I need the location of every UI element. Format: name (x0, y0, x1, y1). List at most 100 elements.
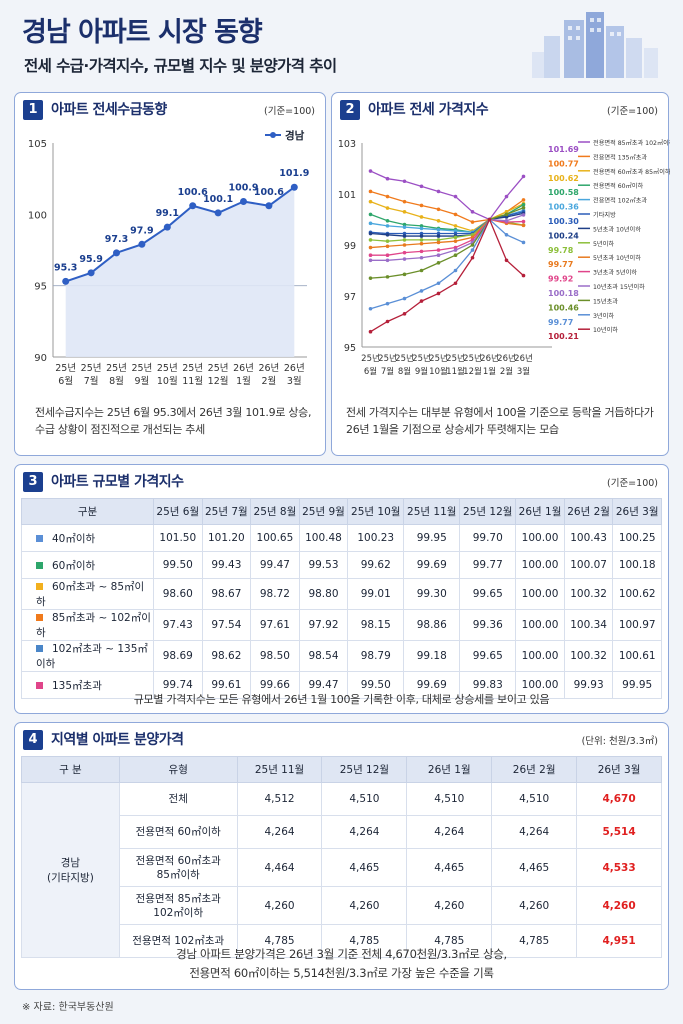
end-label: 99.77 (548, 318, 573, 327)
table-cell: 4,785 (321, 924, 408, 958)
x-tick-label: 25년 (361, 353, 380, 364)
x-tick-label: 7월 (84, 375, 99, 387)
card-base: (기준=100) (607, 106, 658, 117)
data-label: 99.1 (156, 208, 179, 219)
column-header: 25년 11월 (236, 756, 323, 783)
x-tick-label: 26년 (258, 363, 279, 374)
data-label: 97.9 (130, 225, 153, 236)
table-cell: 4,465 (491, 848, 578, 887)
data-point (368, 199, 373, 204)
data-point (419, 299, 424, 303)
data-point (419, 289, 424, 293)
table-cell: 98.60 (153, 578, 203, 610)
card-title: 아파트 전세 가격지수 (368, 102, 489, 118)
legend-swatch (36, 681, 43, 689)
data-label: 95.3 (54, 262, 77, 273)
table-cell: 4,260 (406, 886, 493, 925)
table-cell: 97.92 (298, 609, 349, 641)
row-label: 60㎡이하 (21, 551, 154, 579)
column-header: 25년 6월 (153, 498, 203, 525)
table-cell: 99.43 (201, 551, 252, 579)
data-point (436, 207, 441, 212)
table-row: 85㎡초과 ~ 102㎡이하 97.43 97.54 97.61 97.92 98.15 9… (21, 609, 662, 641)
data-point (419, 224, 424, 228)
table-cell: 97.43 (153, 609, 203, 641)
legend-label: 전용면적 60㎡초과 85㎡이하 (593, 168, 670, 176)
data-point (385, 224, 390, 228)
table-header-row: 구 분 유형 25년 11월 25년 12월 26년 1월 26년 2월 26년 3월 (21, 756, 662, 783)
data-point (419, 226, 424, 231)
legend-label: 경남 (285, 129, 305, 142)
x-tick-label: 1월 (236, 375, 251, 387)
table-cell: 99.47 (298, 671, 349, 699)
end-label: 100.62 (548, 174, 579, 183)
data-point (402, 231, 407, 236)
data-point (385, 275, 390, 279)
data-point (453, 239, 458, 243)
data-point (368, 306, 373, 311)
table-cell: 4,951 (576, 924, 662, 958)
table-cell: 4,264 (236, 815, 323, 849)
data-label: 100.6 (254, 187, 284, 198)
series-line (370, 201, 524, 232)
card-base: (단위: 천원/3.3㎡) (581, 736, 658, 747)
legend-label: 전용면적 85㎡초과 102㎡이하 (593, 139, 670, 147)
legend-swatch (36, 645, 43, 652)
x-tick-label: 12월 (208, 375, 229, 387)
data-point (453, 229, 458, 233)
data-point (290, 183, 298, 191)
x-tick-label: 6월 (58, 375, 73, 387)
data-point (385, 239, 390, 243)
table-row: 전용면적 60㎡초과 85㎡이하 4,464 4,465 4,465 4,465 4,533 (22, 848, 662, 887)
x-tick-label: 9월 (415, 366, 428, 377)
card-size-index: 3 아파트 규모별 가격지수 (기준=100) 구분 25년 6월 25년 7월 25… (14, 464, 669, 714)
table-cell: 100.65 (250, 524, 300, 552)
end-label: 100.77 (548, 159, 579, 168)
table-cell: 100.23 (347, 524, 405, 552)
legend-label: 10년이하 (593, 326, 618, 334)
data-point (385, 218, 390, 223)
data-point (436, 253, 441, 257)
data-point (214, 209, 222, 217)
data-point (470, 248, 475, 252)
data-point (470, 255, 475, 260)
data-point (385, 176, 390, 181)
row-label: 135㎡초과 (21, 671, 154, 699)
data-point (436, 248, 441, 252)
data-point (453, 235, 458, 240)
data-point (87, 269, 95, 277)
x-tick-label: 12월 (463, 366, 482, 377)
legend-swatch (36, 561, 43, 569)
legend-label: 10년초과 15년이하 (593, 283, 645, 291)
x-tick-label: 26년 (480, 353, 499, 364)
x-tick-label: 25년 (182, 363, 203, 374)
column-header: 구 분 (21, 756, 120, 783)
table-cell: 98.62 (201, 640, 252, 672)
data-point (419, 215, 424, 219)
legend-swatch (36, 583, 43, 590)
type-cell: 전용면적 102㎡초과 (118, 924, 238, 958)
table-cell: 4,510 (321, 782, 408, 816)
card-number: 4 (23, 730, 43, 750)
series-line (370, 218, 524, 256)
x-tick-label: 10월 (157, 375, 178, 387)
rent-supply-chart: 909510010595.395.997.397.999.1100.6100.1… (28, 129, 309, 387)
region-cell: 경남 (기타지방) (21, 782, 120, 958)
table-cell: 4,260 (321, 886, 408, 925)
table-cell: 101.20 (201, 524, 252, 552)
data-point (368, 231, 373, 236)
data-point (402, 272, 407, 277)
data-point (436, 238, 441, 242)
data-point (436, 261, 441, 265)
card-title: 아파트 규모별 가격지수 (51, 474, 184, 490)
data-point (453, 253, 458, 257)
data-point (402, 199, 407, 204)
data-point (453, 194, 458, 199)
area-fill (65, 187, 295, 357)
end-label: 100.58 (548, 188, 579, 197)
card-rent-price: 2 아파트 전세 가격지수 (기준=100) 95 97 99 101 103 101.6… (331, 92, 670, 456)
table-cell: 99.74 (153, 671, 203, 699)
data-point (453, 268, 458, 273)
legend-marker (270, 132, 276, 138)
table-cell: 99.65 (459, 578, 517, 610)
